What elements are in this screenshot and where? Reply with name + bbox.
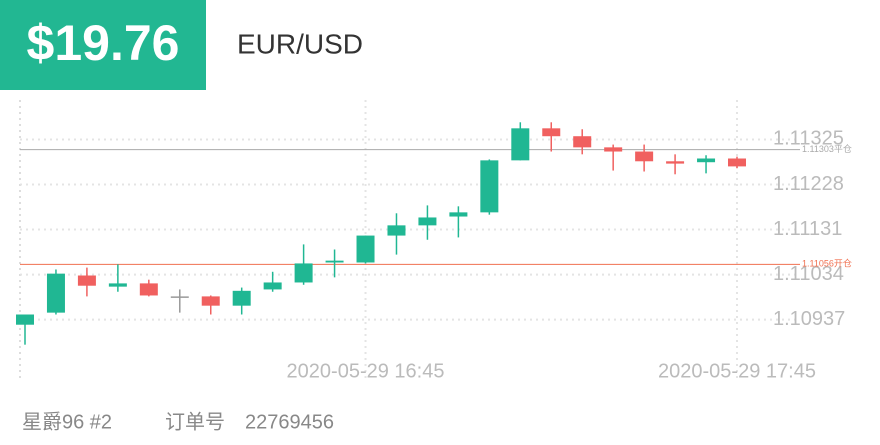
candle-body: [666, 161, 685, 164]
candle-body: [77, 275, 96, 286]
amount: $19.76: [27, 15, 180, 71]
candle-body: [232, 290, 251, 306]
y-tick-label: 1.11131: [773, 218, 842, 240]
order-number: 22769456: [245, 411, 334, 433]
candle-body: [201, 296, 220, 306]
candle-body: [170, 296, 189, 298]
candle-body: [604, 147, 623, 152]
candle-body: [511, 128, 530, 161]
candle-body: [387, 225, 406, 236]
candle-body: [480, 160, 499, 213]
chart: 1.10937 1.11034 1.11131 1.11228 1.11325 2020-…: [16, 100, 852, 382]
candle-body: [108, 283, 127, 287]
candle-body: [325, 260, 344, 263]
x-tick-label: 2020-05-29 17:45: [658, 360, 816, 382]
candle-body: [263, 282, 282, 290]
order-label: 订单号: [165, 410, 225, 433]
y-tick-label: 1.10937: [773, 308, 845, 330]
candle-body: [356, 235, 375, 263]
candle-body: [46, 273, 65, 313]
candle-body: [418, 217, 437, 226]
annotation-label: 1.11303平仓: [802, 143, 852, 154]
y-tick-label: 1.11034: [773, 263, 844, 285]
candle-body: [573, 136, 592, 148]
x-tick-label: 2020-05-29 16:45: [287, 360, 445, 382]
y-tick-label: 1.11228: [773, 173, 844, 195]
candle-body: [294, 263, 313, 283]
account: 星爵96 #2: [22, 410, 112, 433]
candle-body: [16, 314, 34, 325]
symbol: EUR/USD: [237, 28, 363, 59]
candle-body: [697, 158, 716, 163]
candle-body: [449, 212, 468, 217]
candle-body: [728, 158, 746, 167]
annotation-label: 1.11056开仓: [802, 258, 852, 269]
candle-body: [635, 151, 654, 162]
y-tick-label: 1.11325: [773, 128, 844, 150]
amount-badge: [0, 0, 206, 90]
candle-body: [542, 128, 561, 137]
candle-body: [139, 283, 158, 296]
